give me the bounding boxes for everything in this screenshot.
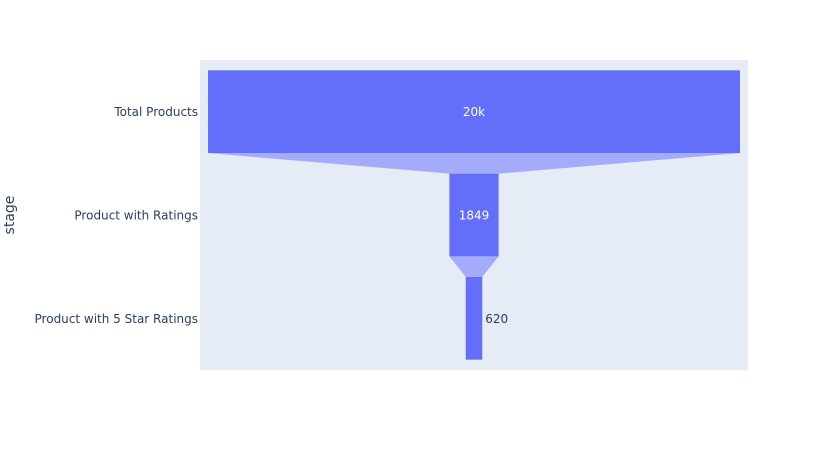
funnel-connector (449, 256, 499, 277)
value-labels: 20k 1849 620 (459, 105, 508, 326)
funnel-connector (208, 153, 740, 174)
value-label: 1849 (459, 209, 490, 223)
category-label: Total Products (113, 105, 198, 119)
bars (208, 70, 740, 360)
category-label: Product with Ratings (74, 209, 198, 223)
connectors (208, 153, 740, 277)
category-labels: Total Products Product with Ratings Produc… (35, 105, 198, 326)
value-label: 620 (485, 312, 508, 326)
funnel-bar[interactable] (465, 277, 483, 360)
funnel-bar[interactable] (449, 173, 499, 257)
value-label: 20k (463, 105, 485, 119)
y-axis-title: stage (2, 196, 18, 235)
category-label: Product with 5 Star Ratings (35, 312, 198, 326)
funnel-bar[interactable] (208, 70, 740, 153)
